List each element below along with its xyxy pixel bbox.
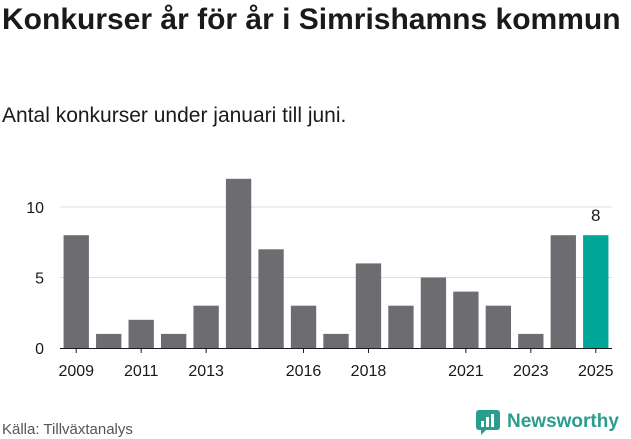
bar-2013[interactable] (193, 305, 219, 348)
bar-2011[interactable] (128, 319, 154, 348)
y-tick-label: 0 (35, 341, 44, 358)
x-tick-label: 2021 (448, 363, 484, 380)
x-tick-label: 2011 (124, 363, 159, 380)
bar-2024[interactable] (550, 235, 576, 348)
bar-2021[interactable] (453, 291, 479, 348)
bar-2019[interactable] (388, 305, 414, 348)
bar-2014[interactable] (225, 178, 252, 348)
brand-name: Newsworthy (507, 411, 619, 432)
x-tick-label: 2018 (351, 363, 387, 380)
data-label: 8 (591, 206, 600, 225)
x-tick-label: 2009 (58, 363, 94, 380)
x-tick-label: 2016 (286, 363, 322, 380)
bar-chart: 0 5 10 2009 2011 2013 2016 2018 2021 2023 2025 8 (26, 178, 614, 380)
bar-2025[interactable] (583, 235, 609, 348)
x-tick-label: 2025 (578, 363, 614, 380)
bar-2012[interactable] (160, 333, 187, 348)
bar-2017[interactable] (323, 333, 349, 348)
bar-2022[interactable] (485, 305, 512, 348)
y-tick-label: 5 (35, 271, 44, 288)
bar-2020[interactable] (420, 277, 447, 349)
newsworthy-logo[interactable]: Newsworthy (475, 409, 619, 435)
bar-2018[interactable] (355, 263, 382, 348)
bar-2023[interactable] (518, 333, 544, 348)
bar-2010[interactable] (96, 333, 122, 348)
chart-subtitle: Antal konkurser under januari till juni. (2, 104, 347, 127)
x-tick-label: 2023 (513, 363, 549, 380)
newsworthy-icon (476, 410, 500, 435)
x-tick-label: 2013 (188, 363, 224, 380)
chart-title: Konkurser år för år i Simrishamns kommun (2, 3, 621, 36)
source-note: Källa: Tillväxtanalys (2, 421, 133, 438)
y-tick-label: 10 (26, 200, 44, 217)
bar-2015[interactable] (258, 249, 284, 348)
bar-2016[interactable] (290, 305, 317, 348)
bar-2009[interactable] (63, 235, 89, 348)
